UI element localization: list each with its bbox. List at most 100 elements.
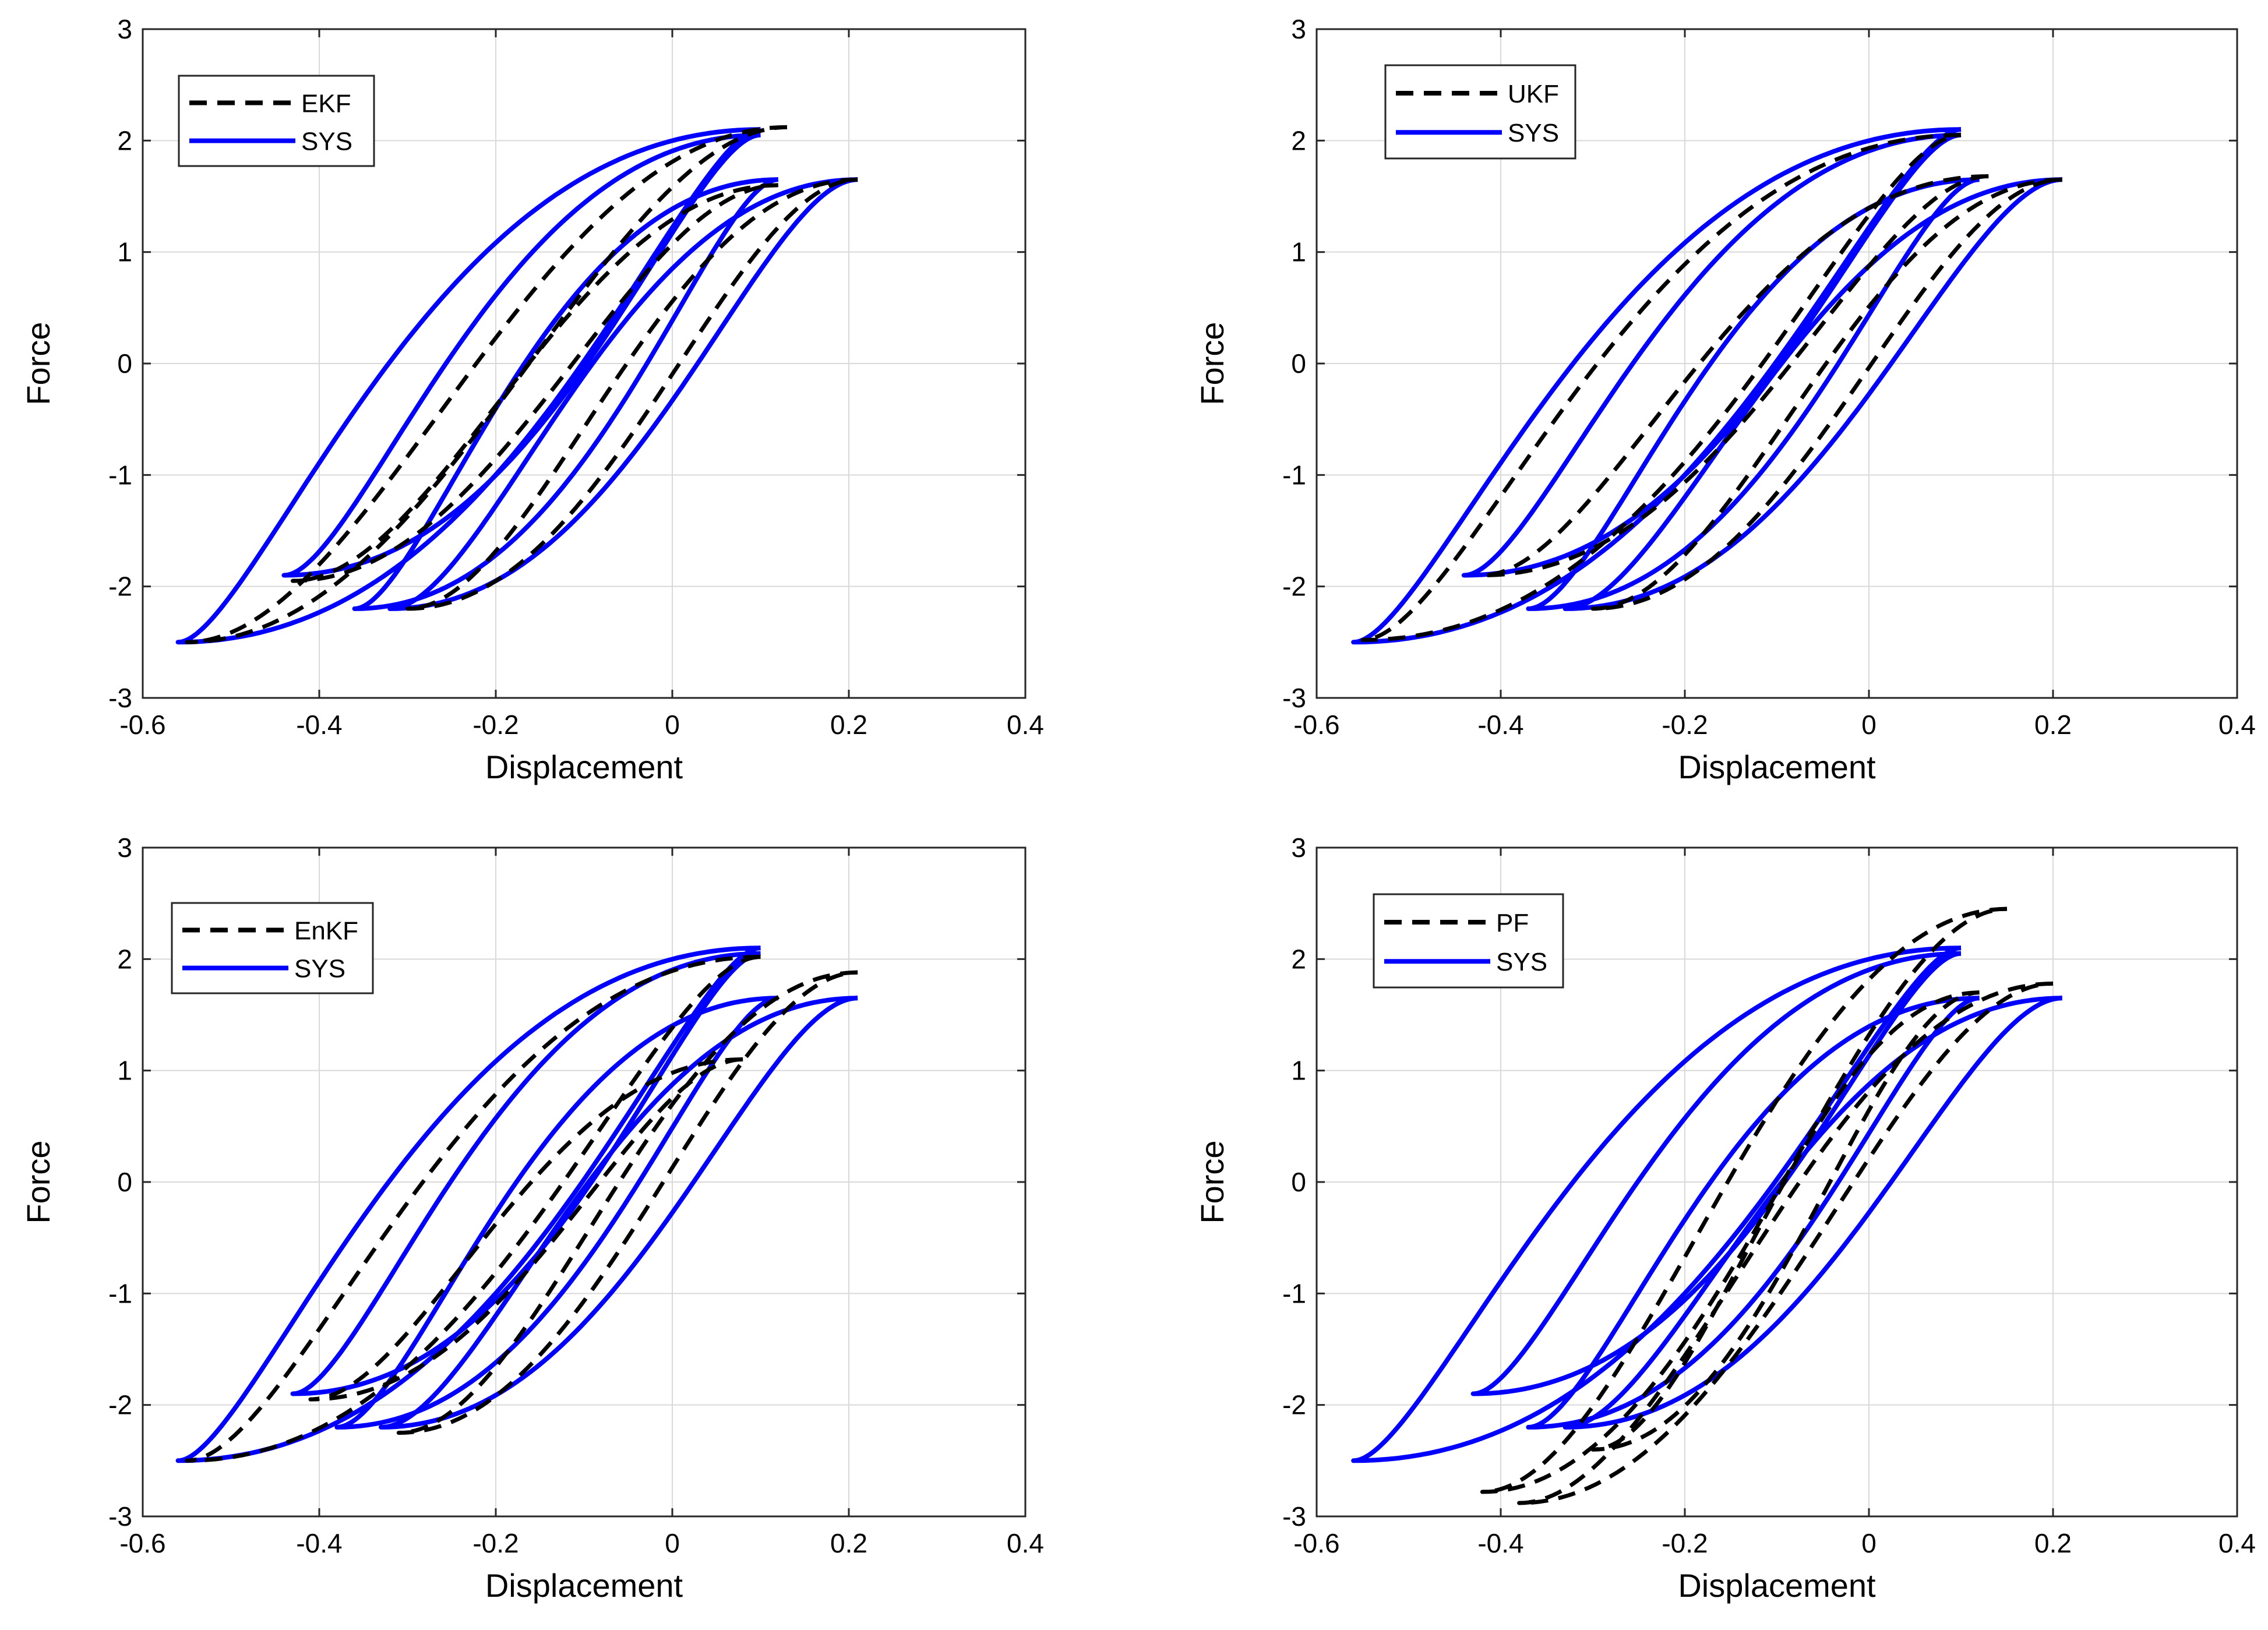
series-sys-loop-1 — [1351, 127, 1962, 645]
series-enkf-loop-2 — [308, 1057, 743, 1402]
legend-label-pf: PF — [1496, 909, 1529, 937]
x-tick-label: 0.4 — [1007, 1528, 1044, 1558]
x-tick-label: -0.4 — [1477, 1528, 1523, 1558]
y-tick-label: 3 — [117, 832, 132, 863]
series-ukf-loop-3 — [1590, 177, 2062, 611]
x-tick-label: -0.6 — [1293, 710, 1339, 740]
x-tick-label: -0.6 — [119, 710, 165, 740]
x-axis-label: Displacement — [1678, 1567, 1876, 1604]
legend-box — [178, 75, 375, 167]
y-tick-label: -1 — [108, 1278, 132, 1308]
y-tick-label: -2 — [1282, 571, 1306, 602]
series-pf-loop-3 — [1590, 990, 1980, 1452]
legend-label-ukf: UKF — [1508, 80, 1559, 108]
x-tick-label: -0.6 — [1293, 1528, 1339, 1558]
plot-series-group — [175, 945, 858, 1463]
legend-label-sys: SYS — [1496, 948, 1547, 976]
series-sys-loop-3 — [334, 996, 779, 1430]
x-axis-label: Displacement — [485, 1567, 683, 1604]
y-tick-label: -1 — [108, 460, 132, 490]
legend-label-enkf: EnKF — [294, 917, 358, 945]
x-axis-label: Displacement — [485, 749, 683, 785]
series-sys-loop-2 — [1461, 132, 1962, 578]
x-tick-label: -0.4 — [296, 1528, 342, 1558]
chart-panel-top-right: -0.6 -0.4 -0.2 0 0.2 0.4 -3 -2 -1 0 1 2 3 Displacemen… — [1194, 14, 2256, 785]
y-tick-label: -3 — [1282, 683, 1306, 713]
y-tick-label: 0 — [117, 1167, 132, 1197]
legend-label-sys: SYS — [294, 955, 345, 983]
plot-series-group — [1351, 906, 2062, 1505]
legend-box — [1384, 64, 1576, 160]
x-tick-label: -0.2 — [1662, 710, 1708, 740]
y-tick-label: -2 — [108, 1390, 132, 1420]
legend: EnKF SYS — [171, 902, 374, 994]
x-tick-label: 0.2 — [2034, 710, 2072, 740]
series-sys-loop-2 — [281, 132, 761, 578]
series-sys-loop-1 — [1351, 945, 1962, 1463]
y-tick-label: -3 — [108, 683, 132, 713]
chart-panel-bottom-right: -0.6 -0.4 -0.2 0 0.2 0.4 -3 -2 -1 0 1 2 3 Displacemen… — [1194, 832, 2256, 1604]
series-sys-loop-4 — [379, 996, 858, 1430]
legend-label-sys: SYS — [1508, 119, 1559, 147]
series-ekf-loop-3 — [405, 177, 858, 611]
y-axis-label: Force — [1194, 322, 1230, 405]
series-sys-loop-2 — [290, 951, 761, 1396]
series-ukf-loop-2 — [1480, 174, 1989, 577]
plot-series-group — [1351, 127, 2062, 645]
series-pf-loop-1 — [1480, 906, 2008, 1494]
series-sys-loop-3 — [352, 177, 779, 611]
y-tick-label: -2 — [1282, 1390, 1306, 1420]
series-ukf-loop-1 — [1360, 133, 1962, 642]
legend: PF SYS — [1373, 893, 1564, 989]
legend-label-ekf: EKF — [301, 90, 351, 118]
x-tick-label: 0 — [1861, 1528, 1877, 1558]
y-axis-label: Force — [20, 322, 57, 405]
series-sys-loop-4 — [387, 177, 858, 611]
panels: -0.6 -0.4 -0.2 0 0.2 0.4 -3 -2 -1 0 1 2 3 Displacemen… — [20, 14, 2256, 1604]
y-tick-label: 3 — [1291, 832, 1306, 863]
y-tick-label: 0 — [117, 348, 132, 379]
series-ekf-loop-1 — [185, 125, 788, 644]
series-sys-loop-4 — [1562, 177, 2062, 611]
legend-box — [171, 902, 374, 994]
x-tick-label: 0.2 — [2034, 1528, 2072, 1558]
chart-panel-top-left: -0.6 -0.4 -0.2 0 0.2 0.4 -3 -2 -1 0 1 2 3 Displacemen… — [20, 14, 1044, 785]
x-tick-label: -0.6 — [119, 1528, 165, 1558]
y-tick-label: 0 — [1291, 348, 1306, 379]
y-tick-label: -1 — [1282, 1278, 1306, 1308]
y-tick-label: 1 — [1291, 237, 1306, 267]
y-tick-label: 2 — [1291, 125, 1306, 156]
y-tick-label: 0 — [1291, 1167, 1306, 1197]
y-tick-label: 1 — [117, 1056, 132, 1086]
chart-panel-bottom-left: -0.6 -0.4 -0.2 0 0.2 0.4 -3 -2 -1 0 1 2 3 Displacemen… — [20, 832, 1044, 1604]
legend: UKF SYS — [1384, 64, 1576, 160]
y-tick-label: 2 — [117, 944, 132, 974]
series-enkf-loop-1 — [185, 955, 761, 1463]
x-tick-label: -0.2 — [1662, 1528, 1708, 1558]
y-axis-label: Force — [20, 1140, 57, 1223]
x-tick-label: 0 — [665, 1528, 680, 1558]
series-sys-loop-1 — [175, 127, 761, 645]
x-tick-label: 0.2 — [830, 710, 867, 740]
y-tick-label: 2 — [1291, 944, 1306, 974]
y-tick-label: -3 — [108, 1501, 132, 1532]
legend: EKF SYS — [178, 75, 375, 167]
y-tick-label: 3 — [1291, 14, 1306, 44]
y-tick-label: -3 — [1282, 1501, 1306, 1532]
x-tick-label: 0.2 — [830, 1528, 867, 1558]
x-tick-label: -0.4 — [296, 710, 342, 740]
series-sys-loop-1 — [175, 945, 761, 1463]
series-enkf-loop-3 — [396, 970, 858, 1435]
x-tick-label: -0.4 — [1477, 710, 1523, 740]
plot-series-group — [175, 125, 858, 645]
series-ekf-loop-2 — [291, 183, 778, 583]
y-tick-label: 1 — [117, 237, 132, 267]
x-tick-label: 0.4 — [1007, 710, 1044, 740]
y-tick-label: 3 — [117, 14, 132, 44]
series-sys-loop-4 — [1562, 996, 2062, 1430]
legend-box — [1373, 893, 1564, 989]
y-tick-label: 1 — [1291, 1056, 1306, 1086]
x-axis-label: Displacement — [1678, 749, 1876, 785]
x-tick-label: 0.4 — [2218, 710, 2256, 740]
